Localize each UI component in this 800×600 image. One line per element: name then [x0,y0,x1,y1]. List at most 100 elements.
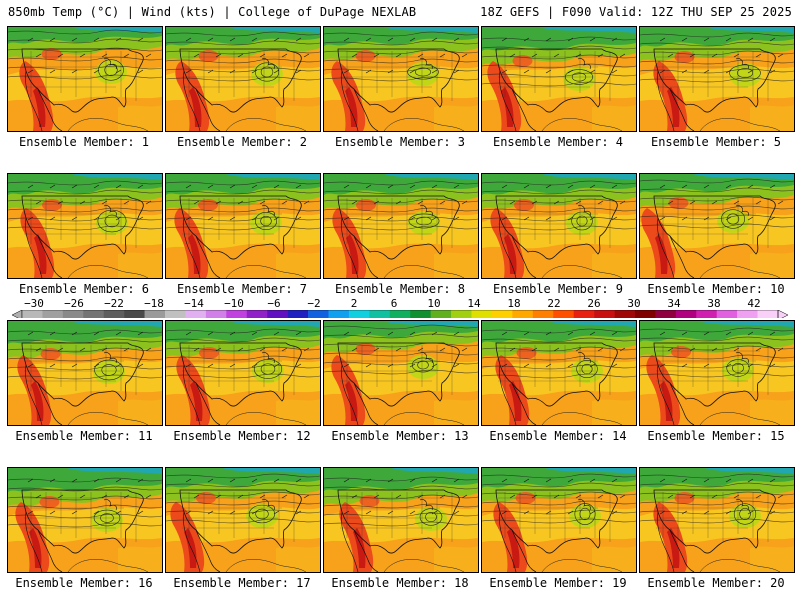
colorbar-swatch [389,310,411,318]
colorbar-swatch [287,310,309,318]
colorbar-left-arrow [12,310,23,318]
ensemble-map-1 [7,26,163,132]
temperature-map-image [324,27,478,131]
colorbar-swatch [267,310,288,318]
colorbar-swatch [430,310,452,318]
colorbar-swatch [573,310,595,318]
ensemble-member-label: Ensemble Member: 7 [176,282,308,296]
colorbar-tick-label: −18 [144,297,164,310]
ensemble-map-14 [481,320,637,426]
temperature-map-image [482,27,636,131]
temperature-map-image [166,468,320,572]
colorbar-swatch [308,310,329,318]
temperature-map-image [640,27,794,131]
ensemble-map-8 [323,173,479,279]
colorbar-swatch [328,310,350,318]
temperature-map-image [640,321,794,425]
colorbar-swatch [451,310,472,318]
temperature-map-image [324,468,478,572]
ensemble-member-label: Ensemble Member: 15 [647,429,785,443]
colorbar-tick-label: 34 [667,297,681,310]
ensemble-member-label: Ensemble Member: 9 [492,282,624,296]
ensemble-map-16 [7,467,163,573]
colorbar-swatch [737,310,758,318]
ensemble-map-15 [639,320,795,426]
temperature-map-image [8,321,162,425]
colorbar-swatch [655,310,677,318]
colorbar-swatch [696,310,718,318]
colorbar-tick-label: −22 [104,297,124,310]
colorbar-strip [12,310,788,318]
ensemble-member-label: Ensemble Member: 11 [15,429,153,443]
temperature-map-image [166,27,320,131]
ensemble-member-label: Ensemble Member: 16 [15,576,153,590]
colorbar-swatch [246,310,268,318]
ensemble-member-label: Ensemble Member: 8 [334,282,466,296]
colorbar-tick-label: −6 [267,297,281,310]
colorbar-tick-label: 18 [507,297,521,310]
colorbar-tick-label: 6 [390,297,398,310]
colorbar-swatch [553,310,574,318]
ensemble-member-label: Ensemble Member: 20 [647,576,785,590]
ensemble-map-5 [639,26,795,132]
colorbar-swatch [716,310,738,318]
ensemble-map-4 [481,26,637,132]
ensemble-member-label: Ensemble Member: 12 [173,429,311,443]
colorbar-tick-label: −14 [184,297,204,310]
temperature-map-image [482,174,636,278]
model-run-info: 18Z GEFS | F090 Valid: 12Z THU SEP 25 20… [480,5,792,19]
temperature-map-image [324,174,478,278]
ensemble-map-18 [323,467,479,573]
ensemble-map-11 [7,320,163,426]
ensemble-member-label: Ensemble Member: 3 [334,135,466,149]
colorbar-tick-label: 26 [587,297,601,310]
colorbar-swatch [42,310,64,318]
colorbar-swatch [757,310,779,318]
ensemble-member-label: Ensemble Member: 5 [650,135,782,149]
colorbar-swatch [369,310,391,318]
colorbar-swatch [22,310,43,318]
colorbar-tick-label: 14 [467,297,481,310]
temperature-map-image [8,27,162,131]
ensemble-map-13 [323,320,479,426]
colorbar-tick-label: 10 [427,297,441,310]
ensemble-map-20 [639,467,795,573]
ensemble-member-label: Ensemble Member: 18 [331,576,469,590]
ensemble-map-10 [639,173,795,279]
temperature-map-image [640,174,794,278]
ensemble-map-2 [165,26,321,132]
ensemble-member-label: Ensemble Member: 17 [173,576,311,590]
temperature-map-image [166,321,320,425]
colorbar-swatch [124,310,145,318]
ensemble-member-label: Ensemble Member: 2 [176,135,308,149]
colorbar-tick-label: −26 [64,297,84,310]
colorbar-swatch [410,310,431,318]
ensemble-map-19 [481,467,637,573]
colorbar-swatch [83,310,105,318]
colorbar-tick-label: −30 [24,297,44,310]
temperature-map-image [166,174,320,278]
colorbar-tick-label: −10 [224,297,244,310]
colorbar-swatch [226,310,248,318]
ensemble-map-9 [481,173,637,279]
ensemble-map-3 [323,26,479,132]
colorbar-tick-label: −2 [307,297,321,310]
ensemble-map-7 [165,173,321,279]
colorbar-tick-label: 38 [707,297,721,310]
colorbar-tick-label: 2 [350,297,358,310]
ensemble-member-label: Ensemble Member: 13 [331,429,469,443]
temperature-map-image [482,321,636,425]
colorbar-swatch [103,310,125,318]
colorbar-swatch [144,310,166,318]
colorbar-swatch [205,310,227,318]
temperature-map-image [324,321,478,425]
map-title: 850mb Temp (°C) | Wind (kts) | College o… [8,5,417,19]
ensemble-member-label: Ensemble Member: 14 [489,429,627,443]
colorbar-right-arrow [777,310,788,318]
temperature-map-image [8,468,162,572]
ensemble-map-17 [165,467,321,573]
temperature-map-image [640,468,794,572]
ensemble-map-12 [165,320,321,426]
colorbar-swatch [675,310,697,318]
temperature-colorbar: −30 −26 −22 −18 −14 −10 −6 −2 2 6 10 14 18 22 26 30 34 38… [12,297,788,321]
